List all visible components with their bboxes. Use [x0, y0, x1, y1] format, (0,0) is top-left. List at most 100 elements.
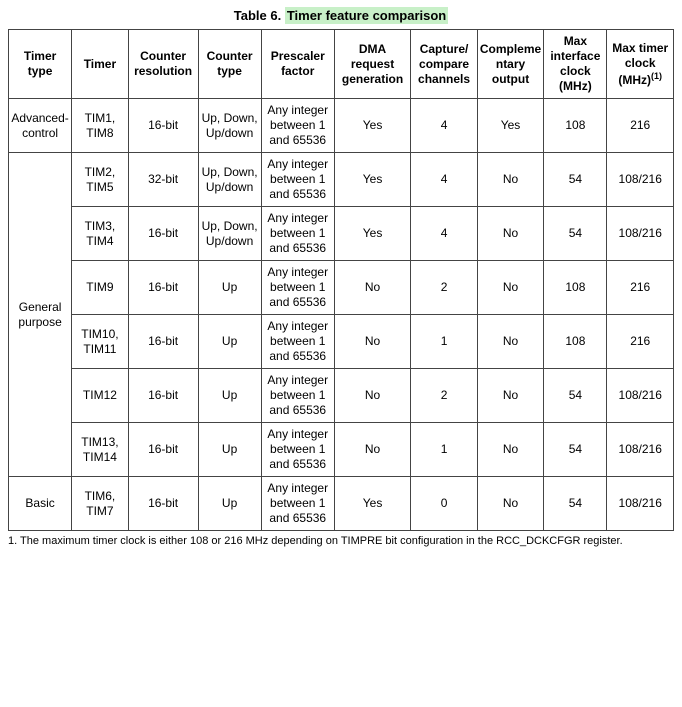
table-cell: 108/216 — [607, 207, 674, 261]
col-header: Prescaler factor — [261, 30, 334, 99]
table-cell: Any integer between 1 and 65536 — [261, 99, 334, 153]
col-header: Counter type — [198, 30, 261, 99]
table-cell: Up — [198, 315, 261, 369]
table-cell: Yes — [334, 99, 410, 153]
table-cell: 4 — [411, 99, 478, 153]
table-cell: 16-bit — [128, 99, 198, 153]
table-cell: 108 — [544, 261, 607, 315]
table-row: Advanced-controlTIM1, TIM816-bitUp, Down… — [9, 99, 674, 153]
table-cell: TIM12 — [72, 369, 129, 423]
table-cell: No — [477, 369, 544, 423]
table-cell: Any integer between 1 and 65536 — [261, 423, 334, 477]
table-cell: 54 — [544, 207, 607, 261]
table-row: General purposeTIM2, TIM532-bitUp, Down,… — [9, 153, 674, 207]
table-cell: 16-bit — [128, 369, 198, 423]
table-cell: No — [477, 423, 544, 477]
table-cell: 108/216 — [607, 369, 674, 423]
table-cell: No — [334, 423, 410, 477]
table-cell: 16-bit — [128, 261, 198, 315]
table-cell: TIM6, TIM7 — [72, 477, 129, 531]
table-cell: Any integer between 1 and 65536 — [261, 315, 334, 369]
table-row: TIM13, TIM1416-bitUpAny integer between … — [9, 423, 674, 477]
table-row: TIM916-bitUpAny integer between 1 and 65… — [9, 261, 674, 315]
table-cell: Yes — [334, 477, 410, 531]
table-cell: 216 — [607, 99, 674, 153]
table-cell: Any integer between 1 and 65536 — [261, 261, 334, 315]
table-cell: No — [334, 315, 410, 369]
table-cell: 2 — [411, 261, 478, 315]
timer-type-cell: Basic — [9, 477, 72, 531]
table-cell: 4 — [411, 153, 478, 207]
table-cell: Any integer between 1 and 65536 — [261, 477, 334, 531]
table-cell: No — [334, 369, 410, 423]
table-cell: TIM9 — [72, 261, 129, 315]
table-cell: Up, Down, Up/down — [198, 99, 261, 153]
table-cell: 1 — [411, 423, 478, 477]
table-cell: 16-bit — [128, 477, 198, 531]
table-cell: No — [334, 261, 410, 315]
footnote: 1. The maximum timer clock is either 108… — [8, 535, 674, 548]
col-header: Timer — [72, 30, 129, 99]
table-cell: Yes — [477, 99, 544, 153]
table-cell: 2 — [411, 369, 478, 423]
table-cell: Up, Down, Up/down — [198, 207, 261, 261]
col-header: Max interface clock (MHz) — [544, 30, 607, 99]
table-row: TIM10, TIM1116-bitUpAny integer between … — [9, 315, 674, 369]
caption-title: Timer feature comparison — [285, 7, 448, 24]
table-cell: TIM10, TIM11 — [72, 315, 129, 369]
timer-type-cell: Advanced-control — [9, 99, 72, 153]
table-cell: 108 — [544, 99, 607, 153]
table-cell: Any integer between 1 and 65536 — [261, 369, 334, 423]
col-header: Timer type — [9, 30, 72, 99]
table-cell: 108/216 — [607, 423, 674, 477]
table-cell: 16-bit — [128, 315, 198, 369]
timer-type-cell: General purpose — [9, 153, 72, 477]
col-header: Capture/ compare channels — [411, 30, 478, 99]
table-cell: No — [477, 477, 544, 531]
table-cell: Up — [198, 261, 261, 315]
col-header: Max timer clock (MHz)(1) — [607, 30, 674, 99]
table-cell: 54 — [544, 477, 607, 531]
table-cell: 16-bit — [128, 207, 198, 261]
caption-number: Table 6. — [234, 8, 281, 23]
table-cell: 54 — [544, 423, 607, 477]
table-cell: Any integer between 1 and 65536 — [261, 207, 334, 261]
table-row: BasicTIM6, TIM716-bitUpAny integer betwe… — [9, 477, 674, 531]
table-cell: TIM13, TIM14 — [72, 423, 129, 477]
table-cell: 108/216 — [607, 477, 674, 531]
footnote-num: 1. — [8, 535, 17, 547]
table-cell: 32-bit — [128, 153, 198, 207]
table-cell: 108 — [544, 315, 607, 369]
table-cell: Any integer between 1 and 65536 — [261, 153, 334, 207]
table-cell: 0 — [411, 477, 478, 531]
table-cell: Up — [198, 477, 261, 531]
table-cell: Yes — [334, 207, 410, 261]
table-cell: TIM2, TIM5 — [72, 153, 129, 207]
table-cell: 16-bit — [128, 423, 198, 477]
table-cell: No — [477, 261, 544, 315]
table-header-row: Timer typeTimerCounter resolutionCounter… — [9, 30, 674, 99]
table-cell: 216 — [607, 261, 674, 315]
table-cell: No — [477, 207, 544, 261]
table-cell: 216 — [607, 315, 674, 369]
table-cell: 108/216 — [607, 153, 674, 207]
table-cell: Up — [198, 423, 261, 477]
footnote-text: The maximum timer clock is either 108 or… — [20, 535, 623, 547]
table-cell: TIM1, TIM8 — [72, 99, 129, 153]
table-caption: Table 6. Timer feature comparison — [8, 8, 674, 23]
table-cell: TIM3, TIM4 — [72, 207, 129, 261]
table-cell: 4 — [411, 207, 478, 261]
table-cell: 54 — [544, 369, 607, 423]
table-cell: 1 — [411, 315, 478, 369]
table-row: TIM3, TIM416-bitUp, Down, Up/downAny int… — [9, 207, 674, 261]
table-row: TIM1216-bitUpAny integer between 1 and 6… — [9, 369, 674, 423]
table-cell: Up, Down, Up/down — [198, 153, 261, 207]
table-cell: Up — [198, 369, 261, 423]
col-header: Complementary output — [477, 30, 544, 99]
col-header: DMA request generation — [334, 30, 410, 99]
col-header: Counter resolution — [128, 30, 198, 99]
timer-table: Timer typeTimerCounter resolutionCounter… — [8, 29, 674, 531]
table-cell: No — [477, 153, 544, 207]
table-cell: 54 — [544, 153, 607, 207]
table-cell: No — [477, 315, 544, 369]
